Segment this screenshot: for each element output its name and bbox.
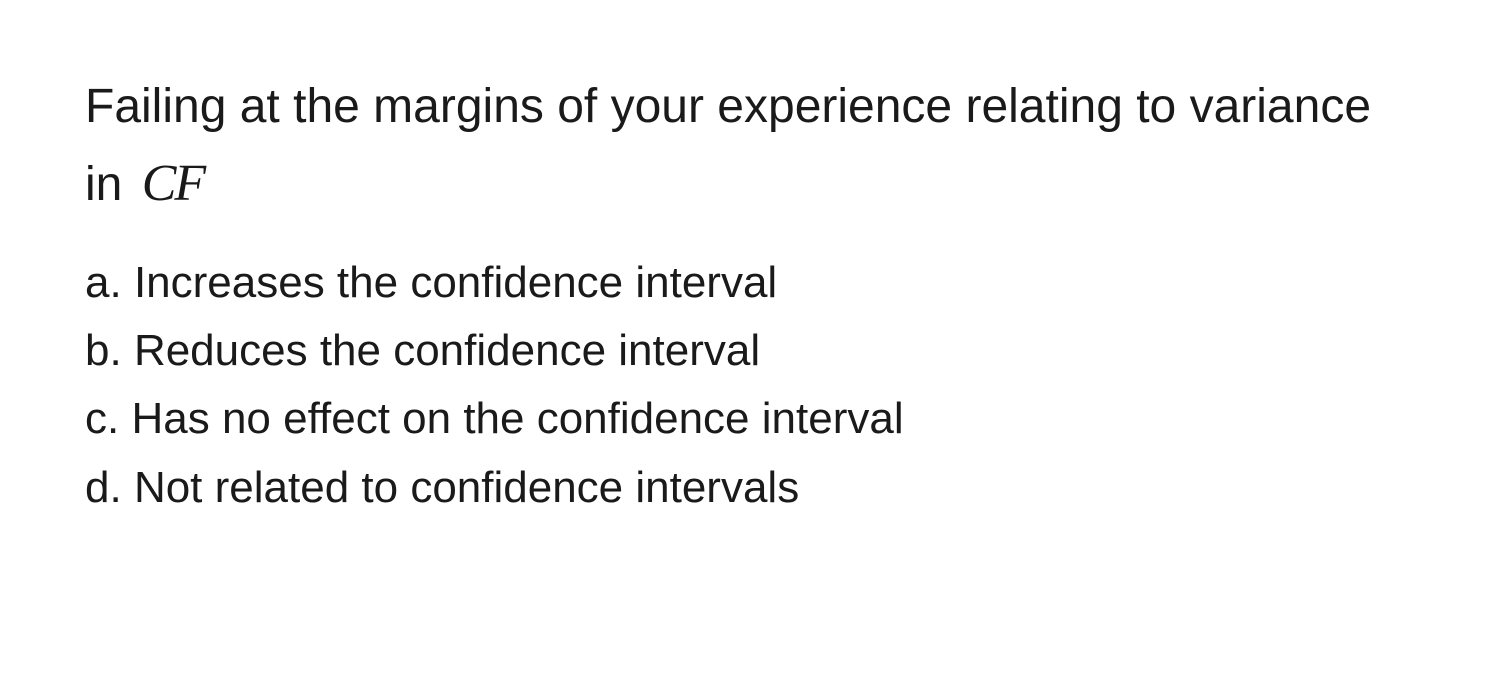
question-stem-text: Failing at the margins of your experienc…	[85, 80, 1371, 211]
option-b-text: Reduces the confidence interval	[134, 326, 760, 375]
option-a-label: a.	[85, 258, 122, 307]
option-c-label: c.	[85, 394, 119, 443]
option-d-text: Not related to confidence intervals	[134, 463, 799, 512]
option-b-label: b.	[85, 326, 122, 375]
options-list: a. Increases the confidence interval b. …	[85, 249, 1415, 522]
question-stem: Failing at the margins of your experienc…	[85, 70, 1415, 225]
option-d[interactable]: d. Not related to confidence intervals	[85, 454, 1415, 522]
option-c-text: Has no effect on the confidence interval	[131, 394, 903, 443]
option-a[interactable]: a. Increases the confidence interval	[85, 249, 1415, 317]
option-c[interactable]: c. Has no effect on the confidence inter…	[85, 385, 1415, 453]
option-d-label: d.	[85, 463, 122, 512]
math-variable-cf: CF	[136, 155, 204, 212]
option-b[interactable]: b. Reduces the confidence interval	[85, 317, 1415, 385]
option-a-text: Increases the confidence interval	[134, 258, 777, 307]
